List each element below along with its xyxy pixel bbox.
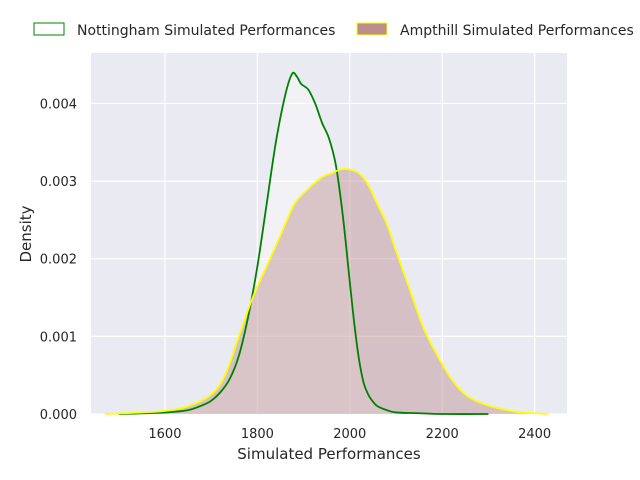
x-tick-label: 1800: [241, 427, 274, 442]
density-area-nottingham: [118, 72, 489, 415]
legend-label-ampthill: Ampthill Simulated Performances: [400, 23, 634, 39]
x-axis-label: Simulated Performances: [237, 445, 421, 463]
x-tick-label: 2400: [518, 427, 551, 442]
y-axis: 0.000 0.001 0.002 0.003 0.004: [40, 97, 77, 423]
y-tick-label: 0.000: [40, 408, 77, 423]
series-layer: [104, 71, 549, 415]
y-tick-label: 0.004: [40, 97, 77, 112]
legend-swatch-nottingham: [33, 22, 65, 36]
y-tick-label: 0.001: [40, 330, 77, 345]
x-tick-label: 1600: [148, 427, 181, 442]
density-line-ampthill: [104, 168, 549, 415]
y-axis-label: Density: [17, 205, 35, 262]
y-tick-label: 0.003: [40, 175, 77, 190]
x-tick-label: 2200: [426, 427, 459, 442]
x-tick-label: 2000: [333, 427, 366, 442]
plot-area: [91, 53, 567, 414]
x-axis: 1600 1800 2000 2200 2400: [148, 427, 551, 442]
density-line-nottingham: [118, 71, 489, 415]
legend-label-nottingham: Nottingham Simulated Performances: [77, 23, 335, 39]
legend-swatch-ampthill: [356, 22, 388, 36]
y-tick-label: 0.002: [40, 253, 77, 268]
density-area-ampthill: [104, 168, 549, 414]
legend: Nottingham Simulated Performances Ampthi…: [33, 22, 634, 39]
grid: [91, 53, 567, 415]
